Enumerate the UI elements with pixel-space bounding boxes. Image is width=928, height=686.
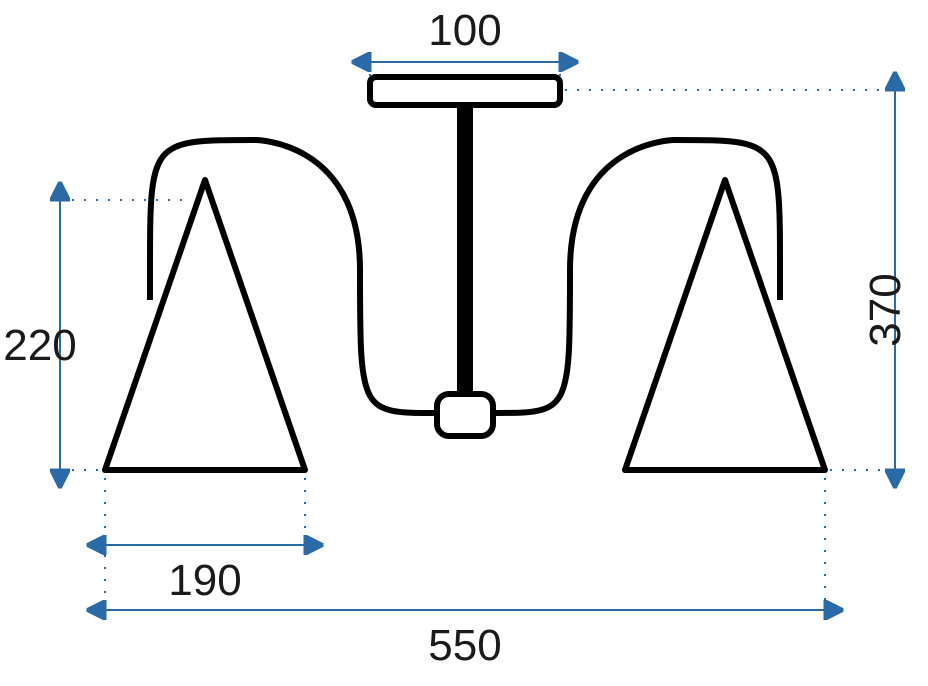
arm-right (493, 140, 780, 413)
dim-shade-width (105, 478, 305, 545)
arm-left (150, 140, 437, 413)
label-shade-h: 220 (3, 321, 76, 370)
lamp-outline (105, 77, 825, 470)
label-height: 370 (861, 273, 910, 346)
shade-right (625, 180, 825, 470)
ceiling-cap (370, 77, 560, 105)
label-shade-w: 190 (168, 556, 241, 605)
shade-left (105, 180, 305, 470)
dim-total-height (565, 90, 895, 470)
stem (457, 105, 473, 395)
hub (437, 394, 493, 436)
label-width: 550 (428, 621, 501, 670)
dim-shade-height (60, 200, 190, 470)
label-top: 100 (428, 6, 501, 55)
technical-drawing: 100 220 370 190 550 (0, 0, 928, 686)
